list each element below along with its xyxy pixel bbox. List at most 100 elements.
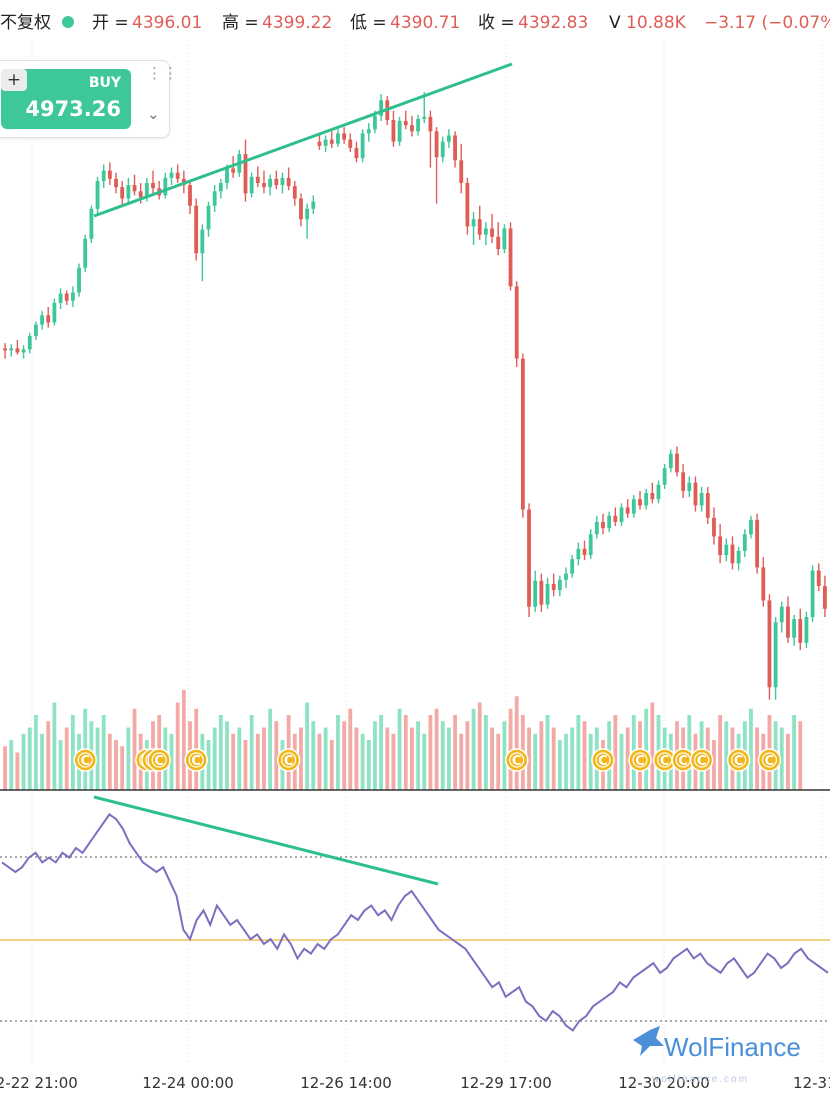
volume-bar: [366, 740, 371, 790]
volume-bar: [15, 752, 20, 790]
candle: [638, 490, 642, 510]
candle: [292, 180, 297, 206]
candle: [570, 555, 575, 578]
x-tick-label: 12-31 2: [793, 1074, 830, 1092]
volume-bar: [255, 733, 260, 790]
candle: [749, 515, 753, 539]
candle: [786, 596, 790, 643]
coin-marker-icon[interactable]: C: [757, 748, 782, 772]
candle: [471, 211, 476, 245]
volume-bar: [323, 727, 328, 790]
volume-bar: [416, 721, 420, 790]
candle: [613, 507, 618, 527]
candle: [798, 608, 803, 651]
candle: [520, 353, 525, 518]
open-label: 开 =: [92, 13, 129, 33]
rsi-panel: [0, 795, 830, 1032]
svg-text:C: C: [734, 754, 744, 769]
candle: [95, 176, 100, 214]
volume-bar: [557, 740, 562, 790]
volume-bar: [446, 727, 451, 790]
candle: [816, 563, 821, 592]
volume-value: 10.88K: [626, 13, 687, 33]
volume-bar: [545, 715, 550, 790]
candle: [379, 94, 384, 121]
coin-marker-icon[interactable]: C: [591, 748, 615, 772]
watermark-url: wolfinance.com: [651, 1074, 749, 1085]
candle: [27, 332, 32, 354]
volume-bar: [132, 708, 137, 790]
candle: [21, 345, 26, 359]
volume-label: V: [609, 13, 621, 33]
candle: [317, 133, 322, 150]
volume-bar: [471, 708, 476, 790]
trade-panel[interactable]: BUY 4973.26 + ⋮⋮ ⌄: [0, 60, 178, 138]
volume-bar: [243, 740, 248, 790]
coin-marker-icon[interactable]: C: [184, 748, 208, 772]
volume-bar: [564, 733, 568, 790]
volume-bar: [508, 708, 513, 790]
volume-bar: [317, 733, 322, 790]
candle: [212, 185, 217, 212]
volume-bar: [70, 715, 75, 790]
candle: [730, 536, 735, 570]
candle: [410, 115, 414, 137]
coin-marker-icon[interactable]: C: [504, 748, 529, 772]
buy-button[interactable]: BUY 4973.26: [1, 69, 131, 129]
candle: [416, 114, 420, 136]
volume-bar: [58, 740, 63, 790]
volume-bar: [502, 721, 507, 790]
volume-bar: [779, 727, 784, 790]
candle: [163, 172, 168, 199]
coin-marker-icon[interactable]: C: [73, 748, 97, 772]
volume-bar: [428, 715, 433, 790]
coin-marker-icon[interactable]: C: [276, 748, 301, 772]
volume-bar: [403, 715, 408, 790]
svg-text:C: C: [765, 754, 775, 769]
candle: [354, 141, 359, 163]
volume-bar: [107, 733, 112, 790]
volume-bar: [453, 715, 457, 790]
coin-marker-icon[interactable]: C: [671, 748, 695, 772]
candle: [255, 166, 260, 188]
candle: [311, 195, 316, 214]
volume-bar: [95, 727, 100, 790]
coin-marker-icon[interactable]: C: [689, 748, 714, 772]
candle: [40, 311, 44, 330]
coin-marker-icon[interactable]: C: [726, 748, 751, 772]
candle: [675, 446, 679, 477]
candle: [428, 110, 433, 168]
volume-bar: [786, 733, 790, 790]
volume-bar: [496, 733, 501, 790]
svg-text:C: C: [512, 754, 522, 769]
chevron-down-icon[interactable]: ⌄: [147, 105, 160, 123]
change-value: −3.17 (−0.07%): [704, 13, 830, 33]
candle: [3, 343, 7, 359]
candle: [169, 167, 174, 186]
drag-handle-icon[interactable]: ⋮⋮: [147, 64, 179, 82]
adjustment-label[interactable]: 不复权: [0, 13, 51, 33]
price-candles: [3, 92, 827, 700]
x-axis-labels: 12-22 21:00 12-24 00:00 12-26 14:00 12-29 1…: [0, 1074, 830, 1092]
svg-text:C: C: [697, 754, 707, 769]
low-value: 4390.71: [390, 13, 460, 33]
coin-marker-icon[interactable]: C: [147, 748, 171, 772]
candle: [83, 234, 88, 272]
coin-marker-icon[interactable]: C: [628, 748, 652, 772]
candle: [625, 499, 630, 518]
candle: [668, 449, 673, 473]
candle: [280, 172, 285, 194]
volume-bar: [3, 746, 7, 790]
status-dot-icon: [62, 16, 74, 28]
rsi-trendline: [93, 795, 439, 886]
svg-text:C: C: [80, 754, 90, 769]
volume-bar: [576, 715, 581, 790]
candle: [496, 222, 501, 256]
add-button[interactable]: +: [1, 69, 27, 91]
volume-bar: [218, 715, 223, 790]
candle: [779, 601, 784, 633]
close-value: 4392.83: [518, 13, 588, 33]
volume-bar: [299, 727, 303, 790]
candle: [742, 529, 747, 558]
